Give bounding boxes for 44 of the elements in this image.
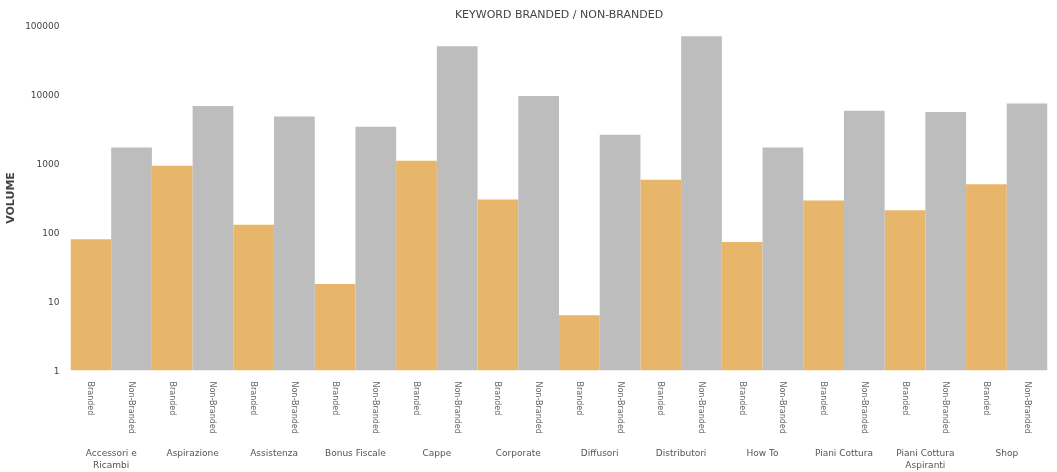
text: Branded — [493, 381, 503, 416]
text: Branded — [900, 381, 910, 416]
text: Non-Branded — [452, 381, 462, 434]
x-tick-label: Piani Cottura Aspiranti — [896, 447, 955, 470]
text: Non-Branded — [127, 381, 137, 434]
chart-title: KEYWORD BRANDED / NON-BRANDED — [454, 7, 664, 21]
y-tick-label: 100 — [42, 228, 60, 238]
text: Non-Branded — [1022, 381, 1032, 434]
x-tick-label: Cappe — [422, 447, 452, 458]
x-tick-label: Accessori e Ricambi — [85, 447, 138, 470]
text: Non-Branded — [289, 381, 299, 434]
text: Branded — [86, 381, 96, 416]
text: Branded — [656, 381, 666, 416]
text: Non-Branded — [534, 381, 544, 434]
x-tick-label: Diffusori — [580, 447, 619, 458]
text: Branded — [737, 381, 747, 416]
y-tick-label: 10 — [48, 297, 60, 307]
y-tick-label: 10000 — [30, 90, 60, 100]
text: Branded — [412, 381, 422, 416]
y-tick-label: 100000 — [25, 21, 60, 31]
text: Branded — [981, 381, 991, 416]
x-tick-label: Bonus Fiscale — [325, 447, 387, 458]
x-tick-label: How To — [746, 447, 780, 458]
y-tick-label: 1000 — [36, 159, 60, 169]
text: Branded — [819, 381, 829, 416]
text: Non-Branded — [778, 381, 788, 434]
x-tick-label: Shop — [995, 447, 1019, 458]
y-axis-title: VOLUME — [4, 172, 18, 224]
x-tick-label: Corporate — [495, 447, 542, 458]
x-tick-label: Aspirazione — [166, 447, 220, 458]
text: Non-Branded — [941, 381, 951, 434]
y-tick-label: 1 — [53, 366, 60, 376]
text: Non-Branded — [696, 381, 706, 434]
text: Non-Branded — [615, 381, 625, 434]
text: Branded — [249, 381, 259, 416]
x-tick-label: Assistenza — [250, 447, 298, 458]
text: Non-Branded — [371, 381, 381, 434]
text: Branded — [574, 381, 584, 416]
text: Branded — [167, 381, 177, 416]
text: Non-Branded — [208, 381, 218, 434]
text: Non-Branded — [859, 381, 869, 434]
text: Branded — [330, 381, 340, 416]
x-tick-label: Distributori — [655, 447, 707, 458]
x-tick-label: Piani Cottura — [814, 447, 873, 458]
